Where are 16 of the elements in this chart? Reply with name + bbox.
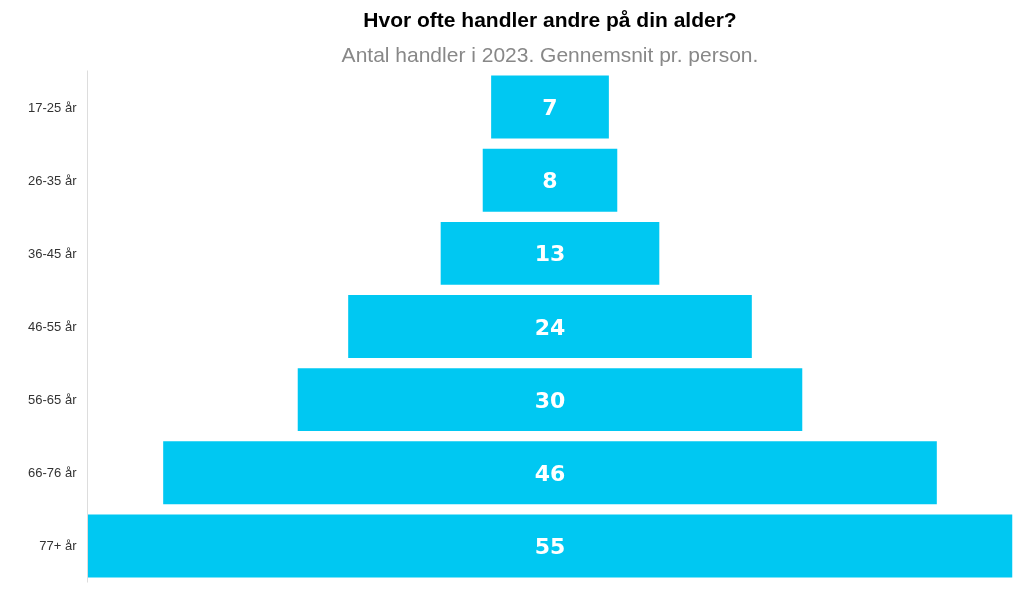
category-label: 17-25 år — [28, 99, 78, 115]
category-label: 77+ år — [39, 538, 78, 554]
data-label: 7 — [542, 95, 558, 121]
data-label: 13 — [534, 241, 566, 267]
category-label: 46-55 år — [28, 319, 78, 334]
text: Hvor ofte handler andre på din alder? — [363, 7, 737, 31]
category-label: 56-65 år — [28, 392, 78, 408]
text: Antal handler i 2023. Gennemsnit pr. person. — [341, 42, 759, 66]
category-label: 66-76 år — [28, 465, 78, 481]
data-label: 46 — [534, 460, 566, 486]
category-label: 36-45 år — [28, 245, 78, 261]
data-label: 8 — [542, 168, 558, 194]
data-label: 55 — [534, 533, 566, 559]
data-label: 24 — [534, 314, 566, 340]
data-label: 30 — [534, 387, 566, 413]
category-label: 26-35 år — [28, 172, 78, 188]
